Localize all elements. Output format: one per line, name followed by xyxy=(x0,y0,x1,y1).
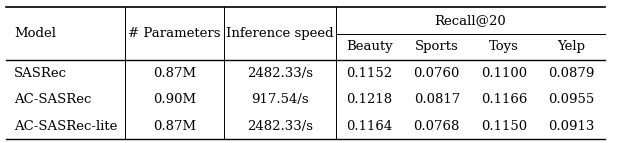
Text: 0.90M: 0.90M xyxy=(153,93,196,106)
Text: 0.1166: 0.1166 xyxy=(481,93,527,106)
Text: Toys: Toys xyxy=(489,40,519,53)
Text: 0.1218: 0.1218 xyxy=(346,93,393,106)
Text: Model: Model xyxy=(14,27,56,40)
Text: SASRec: SASRec xyxy=(14,67,67,80)
Text: 0.87M: 0.87M xyxy=(153,120,196,133)
Text: 0.0879: 0.0879 xyxy=(548,67,595,80)
Text: 0.1100: 0.1100 xyxy=(481,67,527,80)
Text: 2482.33/s: 2482.33/s xyxy=(247,67,313,80)
Text: 0.0955: 0.0955 xyxy=(548,93,595,106)
Text: 0.1164: 0.1164 xyxy=(346,120,393,133)
Text: 0.0913: 0.0913 xyxy=(548,120,595,133)
Text: Yelp: Yelp xyxy=(557,40,585,53)
Text: AC-SASRec: AC-SASRec xyxy=(14,93,92,106)
Text: 0.0817: 0.0817 xyxy=(413,93,460,106)
Text: 2482.33/s: 2482.33/s xyxy=(247,120,313,133)
Text: 0.87M: 0.87M xyxy=(153,67,196,80)
Text: AC-SASRec-lite: AC-SASRec-lite xyxy=(14,120,118,133)
Text: 0.0760: 0.0760 xyxy=(413,67,460,80)
Text: # Parameters: # Parameters xyxy=(128,27,221,40)
Text: Beauty: Beauty xyxy=(346,40,393,53)
Text: Recall@20: Recall@20 xyxy=(435,14,506,27)
Text: Sports: Sports xyxy=(415,40,459,53)
Text: 0.0768: 0.0768 xyxy=(413,120,460,133)
Text: 917.54/s: 917.54/s xyxy=(251,93,309,106)
Text: Inference speed: Inference speed xyxy=(226,27,334,40)
Text: 0.1150: 0.1150 xyxy=(481,120,527,133)
Text: 0.1152: 0.1152 xyxy=(346,67,393,80)
